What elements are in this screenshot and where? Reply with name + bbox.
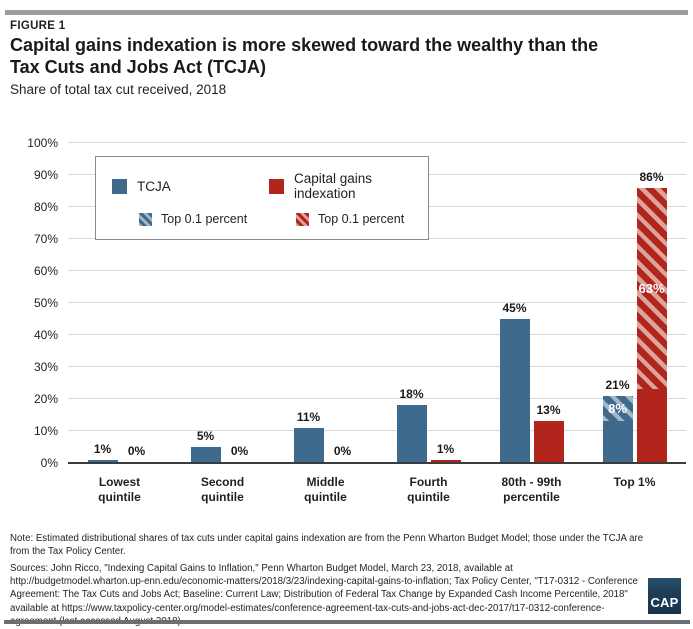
cap-logo-text: CAP: [650, 595, 679, 610]
indexation-swatch-icon: [269, 178, 284, 194]
x-axis-label: Fourth quintile: [407, 475, 450, 504]
cap-logo: CAP: [648, 578, 681, 614]
bar-value-label: 0%: [333, 443, 352, 458]
x-axis-label: Second quintile: [200, 475, 245, 504]
figure-subtitle: Share of total tax cut received, 2018: [10, 82, 227, 97]
x-axis-labels: Lowest quintile Second quintile Middle qui…: [68, 475, 686, 505]
y-tick-label: 30%: [33, 360, 58, 374]
bar-indexation: [430, 459, 461, 463]
x-axis-label: Lowest quintile: [98, 475, 141, 504]
bar-indexation: [533, 421, 564, 463]
figure-number-label: FIGURE 1: [10, 20, 66, 32]
bar-value-label: 1%: [93, 441, 112, 456]
legend-item-indexation: Capital gains indexation: [269, 171, 412, 201]
legend-item-tcja: TCJA: [112, 171, 269, 201]
bar-tcja: [87, 459, 118, 463]
bar-top01-label: 8%: [608, 400, 627, 416]
bar-group: 11% 0%: [293, 143, 358, 463]
y-tick-label: 10%: [33, 424, 58, 438]
bar-value-label: 86%: [639, 169, 664, 184]
gridline: [68, 270, 686, 271]
legend-label-indexation: Capital gains indexation: [294, 171, 373, 201]
gridline: [68, 334, 686, 335]
bar-value-label: 5%: [196, 429, 215, 443]
gridline: [68, 398, 686, 399]
top-divider-rule: [5, 10, 688, 15]
bar-group: 5% 0%: [190, 143, 255, 463]
legend-label-tcja: TCJA: [137, 178, 171, 194]
figure-note: Note: Estimated distributional shares of…: [10, 533, 644, 558]
bars-row: 1% 0% 5% 0% 11% 0% 18% 1% 45% 13% 8% 21% 63% 86%: [68, 143, 686, 463]
y-tick-label: 90%: [33, 168, 58, 182]
figure-title-line2: Tax Cuts and Jobs Act (TCJA): [10, 56, 267, 77]
bar-value-label: 13%: [536, 403, 561, 418]
bar-group: 18% 1%: [396, 143, 461, 463]
y-tick-label: 80%: [33, 200, 58, 214]
y-tick-label: 20%: [33, 392, 58, 406]
y-axis: 0% 10% 20% 30% 40% 50% 60% 70% 80% 90% 100%: [10, 136, 58, 470]
bar-value-label: 1%: [436, 441, 455, 456]
bar-group: 45% 13%: [499, 143, 564, 463]
gridline: [68, 302, 686, 303]
bar-group: 8% 21% 63% 86%: [602, 143, 667, 463]
x-axis-label: Top 1%: [613, 475, 656, 489]
y-tick-label: 70%: [33, 232, 58, 246]
bottom-divider-rule: [4, 620, 690, 624]
y-tick-label: 100%: [27, 136, 58, 150]
x-axis-label: 80th - 99th percentile: [501, 475, 562, 504]
bar-tcja: [499, 319, 530, 463]
bar-value-label: 0%: [127, 443, 146, 458]
gridline: [68, 430, 686, 431]
tcja-swatch-icon: [112, 178, 127, 194]
legend-label-top01-indexation: Top 0.1 percent: [318, 212, 405, 226]
bar-tcja: 8%: [602, 395, 633, 463]
plot-area: 1% 0% 5% 0% 11% 0% 18% 1% 45% 13% 8% 21% 63% 86% TCJA…: [68, 142, 686, 464]
bar-value-label: 0%: [230, 443, 249, 458]
x-axis: Lowest quintile Second quintile Middle qui…: [10, 475, 686, 505]
chart-legend: TCJA Capital gains indexation Top 0.1 pe…: [95, 156, 429, 240]
gridline: [68, 366, 686, 367]
bar-tcja: [293, 427, 324, 463]
bar-indexation: 63%: [636, 187, 667, 463]
tcja-top01-hatch-swatch-icon: [139, 212, 152, 226]
y-tick-label: 40%: [33, 328, 58, 342]
indexation-top01-hatch-swatch-icon: [296, 212, 309, 226]
legend-item-top01-tcja: Top 0.1 percent: [112, 212, 269, 226]
x-axis-label: Middle quintile: [304, 475, 347, 504]
y-tick-label: 60%: [33, 264, 58, 278]
legend-item-top01-indexation: Top 0.1 percent: [269, 212, 412, 226]
y-tick-label: 50%: [33, 296, 58, 310]
gridline: [68, 142, 686, 143]
bar-value-label: 45%: [502, 301, 527, 315]
bar-top01-label: 63%: [638, 280, 665, 296]
bar-top01-hatch: [636, 187, 667, 390]
x-axis-baseline: [68, 462, 686, 464]
figure-sources: Sources: John Ricco, "Indexing Capital G…: [10, 563, 638, 627]
bar-top01-hatch: [602, 395, 633, 422]
bar-value-label: 21%: [605, 377, 630, 392]
figure-title: Capital gains indexation is more skewed …: [10, 35, 598, 78]
figure-title-line1: Capital gains indexation is more skewed …: [10, 35, 599, 55]
bar-tcja: [190, 447, 221, 463]
legend-label-top01-tcja: Top 0.1 percent: [161, 212, 248, 226]
bar-tcja: [396, 405, 427, 463]
y-tick-label: 0%: [40, 456, 58, 470]
bar-chart: 0% 10% 20% 30% 40% 50% 60% 70% 80% 90% 100% 1% 0% 5%…: [10, 136, 686, 505]
bar-value-label: 18%: [399, 387, 424, 402]
bar-value-label: 11%: [296, 409, 321, 424]
